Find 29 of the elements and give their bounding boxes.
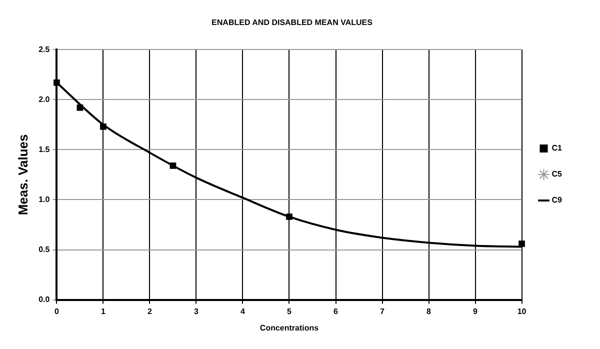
y-axis-title: Meas. Values xyxy=(15,134,30,216)
y-tick-label: 2.5 xyxy=(38,44,50,54)
x-tick-label: 6 xyxy=(334,306,339,316)
x-tick-label: 3 xyxy=(194,306,200,316)
x-tick-label: 4 xyxy=(240,306,246,316)
x-tick-label: 7 xyxy=(380,306,386,316)
y-tick-label: 0.0 xyxy=(38,295,50,304)
legend-label: C1 xyxy=(552,144,563,153)
y-tick-label: 2.0 xyxy=(38,94,50,104)
y-tick-label: 1.0 xyxy=(38,194,50,204)
y-tick-label: 0.5 xyxy=(38,244,50,254)
x-tick-label: 10 xyxy=(517,306,527,316)
point xyxy=(518,240,525,247)
x-axis-title: Concentrations xyxy=(260,323,320,332)
x-tick-label: 5 xyxy=(287,306,292,316)
point xyxy=(76,104,84,111)
x-tick-label: 8 xyxy=(426,306,432,316)
point xyxy=(54,79,60,86)
chart-title: ENABLED AND DISABLED MEAN VALUES xyxy=(212,18,374,28)
y-tick-label: 1.5 xyxy=(38,144,50,154)
point xyxy=(170,162,176,169)
point xyxy=(286,214,292,220)
legend-label: C9 xyxy=(552,196,563,205)
x-tick-label: 1 xyxy=(101,306,106,316)
x-tick-label: 0 xyxy=(54,306,60,316)
x-tick-label: 2 xyxy=(148,306,153,316)
point xyxy=(100,123,106,130)
x-tick-label: 9 xyxy=(473,306,478,316)
legend-label: C5 xyxy=(552,170,563,179)
